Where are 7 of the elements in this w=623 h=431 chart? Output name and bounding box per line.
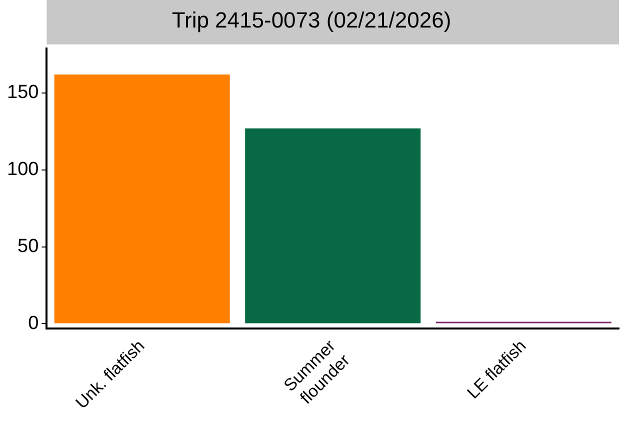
y-tick-label: 150 <box>7 82 39 104</box>
y-tick-label: 100 <box>7 159 39 180</box>
chart-title: Trip 2415-0073 (02/21/2026) <box>172 7 452 32</box>
bar <box>54 74 230 324</box>
y-tick-label: 0 <box>28 312 39 334</box>
bar <box>245 128 421 324</box>
y-tick-label: 50 <box>18 236 39 258</box>
